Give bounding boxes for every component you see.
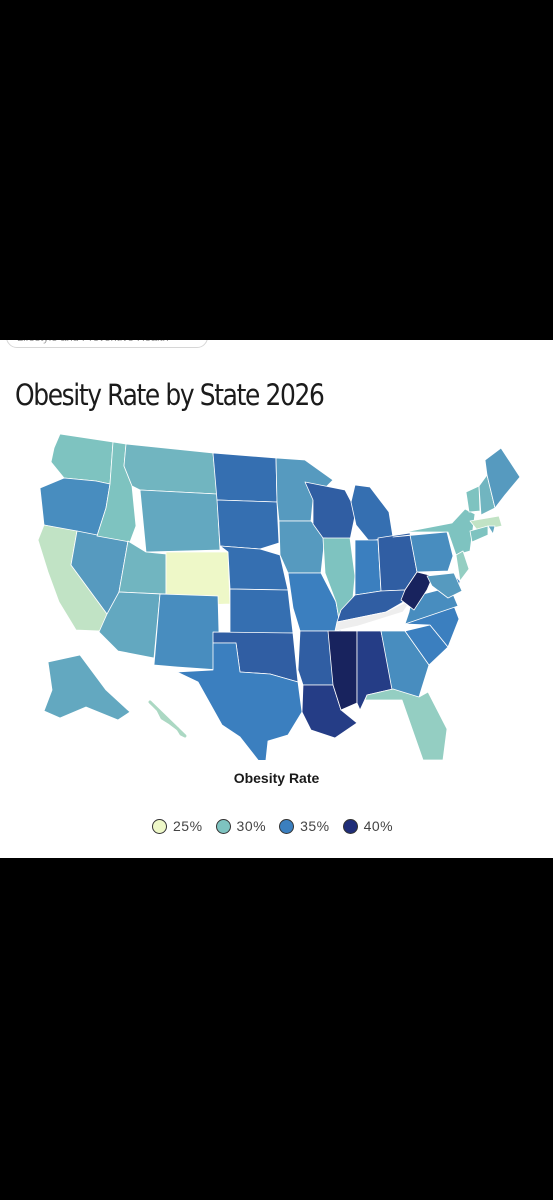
- state-ks[interactable]: [229, 588, 294, 634]
- state-nm[interactable]: [153, 593, 221, 671]
- state-wa[interactable]: [50, 433, 114, 485]
- legend-swatch: [215, 818, 231, 834]
- state-ms[interactable]: [327, 630, 358, 711]
- legend-label: 40%: [363, 818, 394, 834]
- legend-label: 35%: [300, 818, 330, 834]
- legend-swatch: [279, 818, 295, 834]
- legend-label: 30%: [236, 818, 267, 834]
- state-ga[interactable]: [380, 630, 430, 698]
- legend: 25% 30% 35% 40%: [152, 816, 406, 836]
- map-card: Lifestyle and Preventive Health Obesity …: [0, 340, 553, 858]
- state-hi[interactable]: [148, 700, 187, 738]
- legend-item-35[interactable]: 35%: [279, 818, 330, 834]
- state-mi[interactable]: [350, 484, 394, 542]
- state-fl[interactable]: [364, 688, 448, 760]
- state-mn[interactable]: [275, 457, 334, 522]
- us-choropleth-map: [37, 433, 521, 760]
- state-nd[interactable]: [212, 452, 278, 503]
- state-mt[interactable]: [123, 443, 218, 495]
- legend-swatch: [152, 818, 167, 834]
- legend-title: Obesity Rate: [233, 770, 320, 786]
- legend-item-30[interactable]: 30%: [215, 818, 267, 834]
- map-title: Obesity Rate by State 2026: [15, 378, 325, 412]
- state-vt[interactable]: [465, 485, 481, 513]
- state-ct[interactable]: [469, 525, 489, 543]
- state-in[interactable]: [354, 539, 382, 596]
- legend-label: 25%: [173, 818, 203, 834]
- state-ky[interactable]: [336, 589, 413, 623]
- state-md[interactable]: [426, 572, 463, 599]
- state-ri[interactable]: [487, 525, 496, 535]
- state-me[interactable]: [484, 447, 521, 509]
- state-ak[interactable]: [43, 654, 131, 721]
- state-wy[interactable]: [139, 489, 221, 553]
- state-sd[interactable]: [216, 499, 280, 550]
- legend-swatch: [342, 818, 358, 834]
- legend-item-40[interactable]: 40%: [342, 818, 394, 834]
- state-ne[interactable]: [219, 545, 289, 591]
- legend-item-25[interactable]: 25%: [152, 818, 203, 834]
- state-nj[interactable]: [455, 550, 470, 582]
- state-tx[interactable]: [176, 642, 303, 760]
